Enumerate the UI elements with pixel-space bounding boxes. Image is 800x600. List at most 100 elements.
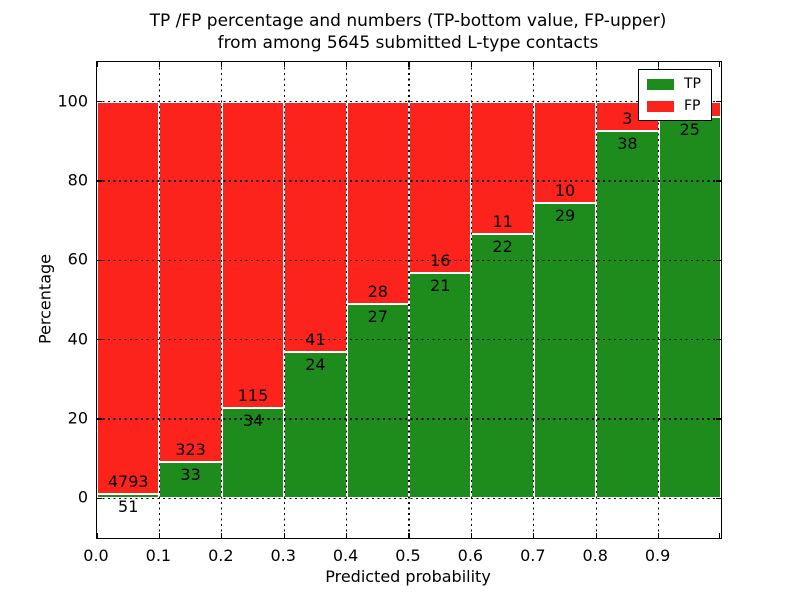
bar-label-fp: 41 — [305, 329, 326, 349]
y-tick-mark — [97, 418, 102, 420]
chart-title: TP /FP percentage and numbers (TP-bottom… — [96, 10, 720, 55]
gridline-vertical — [658, 62, 660, 538]
x-tick-mark — [346, 533, 348, 538]
y-tick-label: 0 — [77, 487, 88, 507]
x-tick-mark-top — [346, 62, 348, 67]
bar-label-fp: 3 — [622, 108, 633, 128]
x-tick-label: 0.3 — [270, 546, 296, 565]
x-tick-label: 0.2 — [208, 546, 234, 565]
y-tick-mark-right — [716, 180, 721, 182]
gridline-vertical — [533, 62, 535, 538]
bar-label-tp: 21 — [430, 276, 451, 296]
x-tick-label: 0.1 — [145, 546, 172, 565]
x-tick-label: 0.4 — [332, 546, 359, 565]
y-tick-label: 80 — [67, 170, 88, 190]
x-tick-mark-top — [719, 62, 721, 67]
x-tick-mark — [595, 533, 597, 538]
x-tick-mark — [158, 533, 160, 538]
bar-segment-fp — [346, 101, 409, 304]
y-tick-label: 60 — [67, 249, 88, 269]
x-tick-mark-top — [470, 62, 472, 67]
bar-label-tp: 29 — [554, 206, 576, 226]
bar-label-tp: 33 — [180, 464, 201, 484]
bar-label-fp: 4793 — [107, 472, 149, 492]
bar-segment-tp — [471, 233, 534, 499]
gridline-vertical — [283, 62, 285, 538]
y-tick-label: 40 — [67, 329, 88, 349]
bar-label-fp: 28 — [367, 281, 388, 301]
y-tick-mark — [97, 339, 102, 341]
x-tick-mark-top — [408, 62, 410, 67]
gridline-vertical — [595, 62, 597, 538]
x-tick-mark — [533, 533, 535, 538]
legend-item-tp: TP — [647, 76, 701, 92]
bar-segment-fp — [97, 101, 160, 495]
gridline-vertical — [408, 62, 410, 538]
y-tick-mark-right — [716, 259, 721, 261]
bar-segment-fp — [159, 101, 222, 462]
x-tick-mark — [283, 533, 285, 538]
legend: TP FP — [638, 69, 712, 121]
bar-segment-fp — [284, 101, 347, 352]
chart-title-line2: from among 5645 submitted L-type contact… — [217, 33, 599, 54]
y-tick-label: 20 — [67, 408, 88, 428]
x-tick-label: 0.0 — [83, 546, 109, 565]
x-tick-label: 0.9 — [644, 546, 671, 565]
gridline-vertical — [346, 62, 348, 538]
bar-segment-fp — [409, 101, 472, 274]
bar-label-fp: 323 — [175, 439, 206, 459]
x-tick-label: 0.6 — [457, 546, 484, 565]
x-tick-mark-top — [533, 62, 535, 67]
x-tick-label: 0.7 — [520, 546, 546, 565]
bar-label-fp: 16 — [430, 251, 451, 271]
legend-item-fp: FP — [647, 98, 701, 114]
gridline-vertical — [221, 62, 223, 538]
x-tick-mark — [719, 533, 721, 538]
chart-title-line1: TP /FP percentage and numbers (TP-bottom… — [149, 11, 667, 31]
bar-segment-tp — [658, 116, 721, 499]
bar-label-tp: 25 — [679, 119, 700, 139]
bar-label-fp: 11 — [492, 211, 513, 231]
x-tick-mark-top — [158, 62, 160, 67]
bar-label-tp: 27 — [367, 306, 388, 326]
x-tick-mark-top — [658, 62, 660, 67]
fp-swatch-icon — [647, 100, 674, 112]
bar-label-tp: 34 — [242, 410, 264, 430]
bar-label-fp: 10 — [554, 181, 576, 201]
x-tick-label: 0.5 — [395, 546, 421, 565]
plot-area: TP FP 4793 51 323 33 115 34 41 24 28 27 16 21 11 22 10… — [96, 61, 722, 539]
bar-label-fp: 115 — [237, 385, 269, 405]
y-tick-mark-right — [716, 497, 721, 499]
y-tick-label: 100 — [57, 91, 88, 111]
gridline-vertical — [470, 62, 472, 538]
x-tick-mark — [470, 533, 472, 538]
y-tick-mark — [97, 101, 102, 103]
gridline-vertical — [158, 62, 160, 538]
bar-segment-tp — [596, 130, 659, 499]
y-tick-mark-right — [716, 339, 721, 341]
x-tick-mark-top — [96, 62, 98, 67]
x-tick-mark-top — [221, 62, 223, 67]
x-tick-mark — [96, 533, 98, 538]
bar-segment-fp — [221, 101, 285, 408]
bar-label-tp: 24 — [305, 354, 326, 374]
x-tick-mark-top — [595, 62, 597, 67]
x-axis-label: Predicted probability — [325, 567, 491, 586]
legend-label-fp: FP — [684, 98, 701, 114]
bar-label-tp: 22 — [492, 236, 513, 256]
bar-label-tp: 51 — [118, 497, 139, 517]
legend-label-tp: TP — [684, 76, 701, 92]
y-tick-mark — [97, 180, 102, 182]
x-tick-mark — [658, 533, 660, 538]
x-tick-label: 0.8 — [582, 546, 608, 565]
y-tick-mark — [97, 497, 102, 499]
bar-label-tp: 38 — [617, 133, 638, 153]
y-tick-mark-right — [716, 101, 721, 103]
x-tick-mark — [408, 533, 410, 538]
y-tick-mark — [97, 259, 102, 261]
x-tick-mark — [221, 533, 223, 538]
x-tick-mark-top — [283, 62, 285, 67]
tp-swatch-icon — [647, 78, 674, 90]
bar-segment-tp — [409, 273, 472, 499]
